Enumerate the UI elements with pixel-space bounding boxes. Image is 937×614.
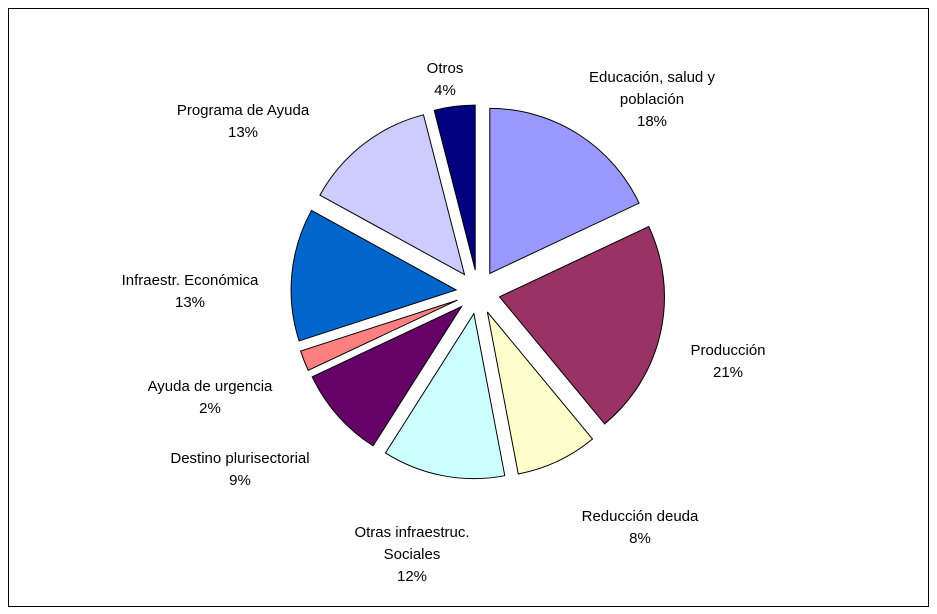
slice-label: Educación, salud y población 18% <box>577 67 727 133</box>
slice-label: Programa de Ayuda 13% <box>133 100 353 144</box>
pie-slice <box>433 104 476 271</box>
value-label: 9% <box>229 472 251 489</box>
category-name: Educación, salud y población <box>589 69 715 108</box>
pie-slice <box>486 311 594 475</box>
slice-label: Destino plurisectorial 9% <box>130 448 350 492</box>
pie-slice <box>299 299 458 372</box>
slice-label: Reducción deuda 8% <box>540 506 740 550</box>
slice-label: Otras infraestruc. Sociales 12% <box>342 522 482 588</box>
category-name: Otras infraestruc. Sociales <box>354 524 470 563</box>
category-name: Infraestr. Económica <box>121 272 259 289</box>
value-label: 8% <box>629 530 651 547</box>
value-label: 13% <box>227 124 259 141</box>
pie-slice <box>319 114 466 276</box>
pie-slice <box>384 312 506 480</box>
value-label: 12% <box>396 568 428 585</box>
category-name: Reducción deuda <box>581 508 699 525</box>
category-name: Programa de Ayuda <box>176 102 310 119</box>
slice-label: Producción 21% <box>628 340 828 384</box>
pie-slice <box>498 225 665 425</box>
category-name: Ayuda de urgencia <box>147 378 273 395</box>
slice-label: Otros 4% <box>385 58 505 102</box>
chart-frame <box>8 8 929 607</box>
value-label: 2% <box>199 400 221 417</box>
category-name: Producción <box>690 342 766 359</box>
value-label: 21% <box>712 364 744 381</box>
slice-label: Infraestr. Económica 13% <box>80 270 300 314</box>
pie-slice <box>311 305 463 447</box>
value-label: 13% <box>174 294 206 311</box>
category-name: Destino plurisectorial <box>170 450 310 467</box>
pie-slice <box>489 107 640 275</box>
pie-slice <box>290 209 458 342</box>
category-name: Otros <box>426 60 464 77</box>
value-label: 18% <box>636 113 668 130</box>
value-label: 4% <box>434 82 456 99</box>
slice-label: Ayuda de urgencia 2% <box>100 376 320 420</box>
